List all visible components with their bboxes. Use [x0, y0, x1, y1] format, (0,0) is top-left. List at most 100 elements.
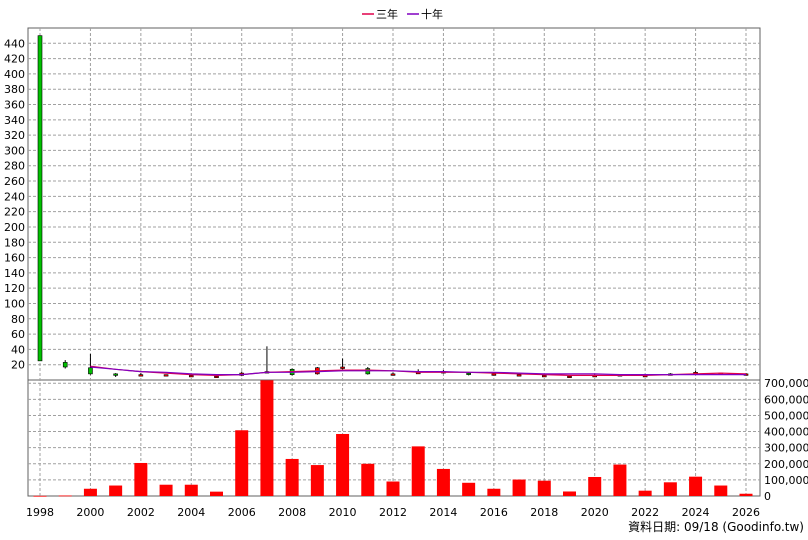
volume-bar	[285, 458, 299, 496]
year-tick-label: 2012	[379, 506, 407, 519]
candle-body	[138, 374, 144, 377]
year-tick-label: 2002	[127, 506, 155, 519]
volume-bar	[613, 464, 627, 496]
candle-body	[163, 374, 169, 377]
year-tick-label: 2010	[329, 506, 357, 519]
year-tick-label: 2018	[530, 506, 558, 519]
volume-bar	[512, 479, 526, 496]
price-tick-label: 300	[4, 144, 25, 157]
ma-line-10y	[90, 366, 746, 376]
volume-tick-label: 700,000	[764, 377, 808, 390]
volume-bar	[563, 491, 576, 496]
volume-bar	[58, 495, 72, 497]
price-tick-label: 180	[4, 236, 25, 249]
volume-bar	[462, 482, 476, 496]
legend: 三年 十年	[362, 7, 443, 21]
year-tick-label: 2004	[177, 506, 205, 519]
price-tick-label: 380	[4, 83, 25, 96]
volume-bar	[714, 485, 728, 496]
price-tick-label: 340	[4, 114, 25, 127]
candle-body	[491, 373, 497, 376]
volume-bar	[663, 482, 677, 496]
legend-label-3y: 三年	[376, 7, 398, 21]
legend-label-10y: 十年	[421, 7, 443, 21]
volume-bar	[487, 488, 501, 496]
volume-bar	[689, 476, 703, 496]
volume-bar	[638, 490, 652, 496]
volume-bar	[436, 468, 450, 496]
axes: 2040608010012014016018020022024026028030…	[4, 37, 808, 519]
volume-tick-label: 0	[764, 490, 771, 503]
candle-body	[541, 375, 547, 378]
volume-bar	[537, 480, 551, 496]
candle-body	[188, 375, 194, 378]
year-tick-label: 2000	[76, 506, 104, 519]
footer-date-source: 資料日期: 09/18 (Goodinfo.tw)	[628, 520, 804, 534]
candle-body	[466, 372, 471, 375]
price-tick-label: 220	[4, 206, 25, 219]
price-tick-label: 40	[11, 343, 25, 356]
volume-tick-label: 200,000	[764, 458, 808, 471]
year-tick-label: 2014	[429, 506, 457, 519]
price-tick-label: 360	[4, 99, 25, 112]
volume-bar	[411, 446, 425, 496]
volume-bar	[83, 488, 97, 496]
volume-tick-label: 100,000	[764, 474, 808, 487]
price-tick-label: 100	[4, 297, 25, 310]
volume-bar	[159, 484, 173, 496]
price-tick-label: 60	[11, 328, 25, 341]
volume-tick-label: 500,000	[764, 409, 808, 422]
candle-body	[390, 373, 396, 376]
grid	[27, 27, 761, 497]
price-tick-label: 260	[4, 175, 25, 188]
volume-bars	[33, 380, 753, 497]
price-tick-label: 140	[4, 267, 25, 280]
price-tick-label: 420	[4, 53, 25, 66]
volume-bar	[588, 476, 602, 496]
moving-average-lines	[90, 365, 747, 377]
year-tick-label: 2016	[480, 506, 508, 519]
price-tick-label: 80	[11, 313, 25, 326]
candle-body	[214, 375, 219, 378]
price-tick-label: 120	[4, 282, 25, 295]
volume-bar	[210, 491, 223, 496]
price-tick-label: 200	[4, 221, 25, 234]
volume-bar	[33, 495, 47, 497]
volume-bar	[310, 465, 324, 496]
volume-bar	[386, 481, 400, 496]
candle-body	[88, 367, 93, 375]
plot-frame	[27, 27, 761, 497]
volume-bar	[109, 485, 123, 496]
volume-tick-label: 600,000	[764, 393, 808, 406]
year-tick-label: 2020	[581, 506, 609, 519]
volume-tick-label: 400,000	[764, 426, 808, 439]
volume-bar	[260, 380, 274, 496]
candle-body	[113, 373, 118, 376]
year-tick-label: 2024	[682, 506, 710, 519]
price-tick-label: 400	[4, 68, 25, 81]
price-tick-label: 440	[4, 37, 25, 50]
candle-body	[62, 362, 68, 368]
year-tick-label: 1998	[26, 506, 54, 519]
candle-body	[516, 374, 522, 377]
volume-bar	[739, 493, 753, 496]
candle-body	[37, 35, 43, 362]
year-tick-label: 2022	[631, 506, 659, 519]
candle-body	[567, 375, 572, 378]
ma-line-3y	[90, 365, 747, 377]
year-tick-label: 2006	[228, 506, 256, 519]
volume-bar	[184, 484, 198, 496]
price-tick-label: 240	[4, 190, 25, 203]
price-tick-label: 160	[4, 252, 25, 265]
volume-bar	[134, 462, 148, 496]
price-tick-label: 320	[4, 129, 25, 142]
volume-tick-label: 300,000	[764, 442, 808, 455]
candle-body	[340, 366, 345, 369]
price-tick-label: 20	[11, 359, 25, 372]
volume-bar	[336, 433, 350, 496]
volume-bar	[361, 463, 375, 496]
volume-bar	[235, 430, 249, 496]
year-tick-label: 2008	[278, 506, 306, 519]
year-tick-label: 2026	[732, 506, 760, 519]
